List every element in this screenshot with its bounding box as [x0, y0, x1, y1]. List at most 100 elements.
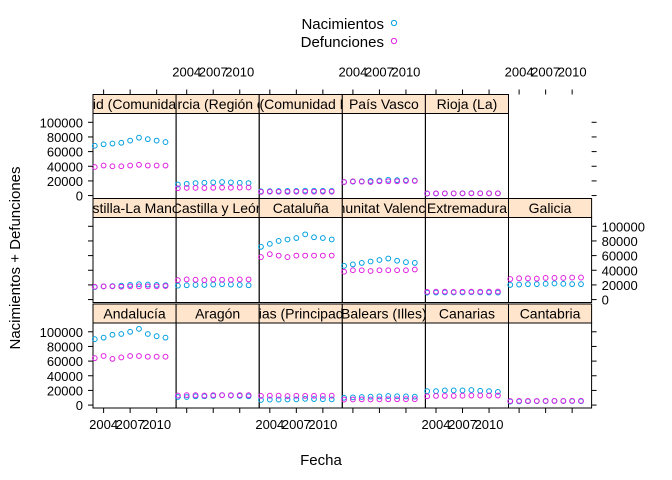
- y-tick-label: 100000: [602, 219, 645, 234]
- x-tick-label: 2007: [365, 65, 394, 80]
- point-nacimientos: [266, 240, 273, 247]
- panel-14: Navarra (Comunidad Foral de): [206, 94, 396, 199]
- panel-label: Canarias: [439, 306, 495, 322]
- point-defunciones: [284, 393, 291, 399]
- point-defunciones: [201, 392, 208, 399]
- point-nacimientos: [136, 134, 142, 141]
- point-nacimientos: [367, 258, 374, 265]
- panel-frame: [92, 113, 177, 199]
- point-defunciones: [275, 188, 282, 195]
- point-defunciones: [424, 288, 431, 295]
- y-tick-label: 20000: [47, 174, 83, 189]
- point-nacimientos: [394, 393, 401, 400]
- panel-label: Comunitat Valenciana: [316, 200, 452, 216]
- point-defunciones: [183, 276, 190, 283]
- panel-label: País Vasco: [349, 96, 419, 112]
- point-defunciones: [376, 396, 383, 403]
- point-nacimientos: [569, 281, 576, 288]
- x-tick-label: 2010: [308, 417, 337, 432]
- point-nacimientos: [162, 139, 169, 145]
- point-nacimientos: [350, 394, 356, 401]
- y-tick-label: 60000: [47, 145, 83, 160]
- point-nacimientos: [153, 137, 160, 144]
- point-nacimientos: [258, 243, 264, 250]
- point-nacimientos: [385, 255, 392, 262]
- point-defunciones: [358, 178, 365, 185]
- point-nacimientos: [127, 328, 134, 335]
- point-defunciones: [311, 252, 317, 259]
- point-nacimientos: [358, 394, 365, 400]
- point-nacimientos: [376, 393, 383, 400]
- legend-label-nacimientos: Nacimientos: [301, 16, 384, 33]
- y-tick-label: 80000: [602, 234, 638, 249]
- point-defunciones: [394, 396, 401, 403]
- point-nacimientos: [245, 282, 252, 289]
- point-defunciones: [494, 190, 501, 197]
- point-defunciones: [266, 251, 273, 258]
- point-defunciones: [258, 189, 264, 195]
- point-nacimientos: [109, 331, 116, 338]
- point-defunciones: [236, 392, 243, 399]
- panel-2: Asturias (Principado de): [258, 303, 343, 409]
- point-nacimientos: [302, 395, 309, 402]
- point-defunciones: [450, 393, 457, 399]
- x-axis-label: Fecha: [300, 452, 342, 469]
- point-defunciones: [302, 252, 309, 259]
- point-defunciones: [394, 178, 401, 185]
- x-tick-label: 2010: [225, 65, 254, 80]
- point-defunciones: [468, 288, 475, 295]
- point-nacimientos: [118, 139, 125, 146]
- point-defunciones: [477, 190, 484, 197]
- point-defunciones: [183, 184, 190, 191]
- point-defunciones: [319, 392, 326, 399]
- y-tick-label: 60000: [47, 354, 83, 369]
- point-defunciones: [245, 184, 252, 191]
- point-defunciones: [144, 162, 151, 169]
- point-nacimientos: [542, 280, 549, 287]
- point-defunciones: [341, 396, 347, 403]
- point-defunciones: [560, 275, 567, 281]
- point-defunciones: [109, 283, 116, 290]
- point-defunciones: [450, 288, 457, 295]
- x-tick-label: 2007: [282, 417, 311, 432]
- point-defunciones: [433, 288, 439, 295]
- panel-label: Murcia (Región de): [158, 96, 277, 112]
- panel-6: Castilla-La Mancha: [91, 198, 177, 303]
- y-tick-label: 80000: [47, 130, 83, 145]
- point-defunciones: [358, 396, 365, 403]
- y-tick-label: 20000: [602, 278, 638, 293]
- point-defunciones: [266, 188, 273, 195]
- point-defunciones: [210, 184, 217, 191]
- point-defunciones: [258, 393, 264, 399]
- point-nacimientos: [100, 141, 107, 148]
- point-defunciones: [477, 288, 484, 295]
- point-nacimientos: [127, 137, 134, 144]
- panel-label: Andalucía: [103, 306, 165, 322]
- point-defunciones: [341, 179, 347, 185]
- point-defunciones: [403, 396, 409, 403]
- point-nacimientos: [192, 180, 199, 187]
- panel-10: Extremadura: [424, 198, 509, 303]
- point-defunciones: [109, 163, 116, 170]
- panel-label: Navarra (Comunidad Foral de): [206, 96, 396, 112]
- panel-label: Galicia: [529, 200, 572, 216]
- point-defunciones: [411, 178, 418, 184]
- point-nacimientos: [109, 140, 116, 147]
- point-defunciones: [424, 190, 431, 197]
- point-defunciones: [459, 288, 466, 295]
- point-defunciones: [100, 353, 107, 359]
- point-nacimientos: [311, 396, 317, 402]
- point-nacimientos: [100, 334, 107, 341]
- point-defunciones: [533, 275, 540, 282]
- panel-label: Balears (Illes): [341, 306, 427, 322]
- point-defunciones: [367, 179, 374, 185]
- panel-4: Canarias: [424, 303, 509, 409]
- point-defunciones: [210, 276, 217, 283]
- point-nacimientos: [153, 333, 160, 340]
- point-defunciones: [441, 190, 448, 197]
- point-nacimientos: [275, 396, 282, 403]
- point-defunciones: [403, 267, 409, 274]
- point-defunciones: [477, 392, 484, 399]
